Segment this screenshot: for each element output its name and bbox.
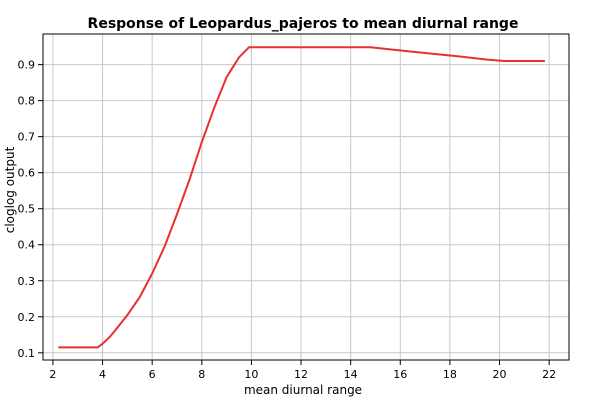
y-tick-label: 0.2: [18, 311, 36, 324]
x-axis-label: mean diurnal range: [244, 383, 362, 397]
y-tick-label: 0.3: [18, 275, 36, 288]
series-layer: [58, 46, 546, 349]
y-tick-label: 0.9: [18, 59, 36, 72]
grid: [43, 34, 569, 360]
y-tick-label: 0.7: [18, 131, 36, 144]
y-tick-label: 0.1: [18, 347, 36, 360]
y-tick-label: 0.4: [18, 239, 36, 252]
x-tick-label: 6: [149, 368, 156, 381]
x-tick-label: 20: [493, 368, 507, 381]
axes: [42, 33, 570, 361]
x-tick-label: 2: [49, 368, 56, 381]
x-tick-label: 10: [244, 368, 258, 381]
ticks: 2 4 6 8 10 12 14 16 18 20 22 0.1 0.2 0.3 0.4 0.5 0.6 0.7 0…: [18, 59, 557, 381]
x-tick-label: 22: [542, 368, 556, 381]
y-axis-label: cloglog output: [3, 146, 17, 233]
x-tick-label: 4: [99, 368, 106, 381]
x-tick-label: 8: [198, 368, 205, 381]
x-tick-label: 12: [294, 368, 308, 381]
y-tick-label: 0.6: [18, 167, 36, 180]
x-tick-label: 16: [393, 368, 407, 381]
y-tick-label: 0.8: [18, 95, 36, 108]
x-tick-label: 18: [443, 368, 457, 381]
chart-title: Response of Leopardus_pajeros to mean di…: [88, 16, 519, 32]
series-line: [58, 46, 546, 349]
x-tick-label: 14: [344, 368, 358, 381]
y-tick-label: 0.5: [18, 203, 36, 216]
plot-frame: [42, 33, 570, 361]
